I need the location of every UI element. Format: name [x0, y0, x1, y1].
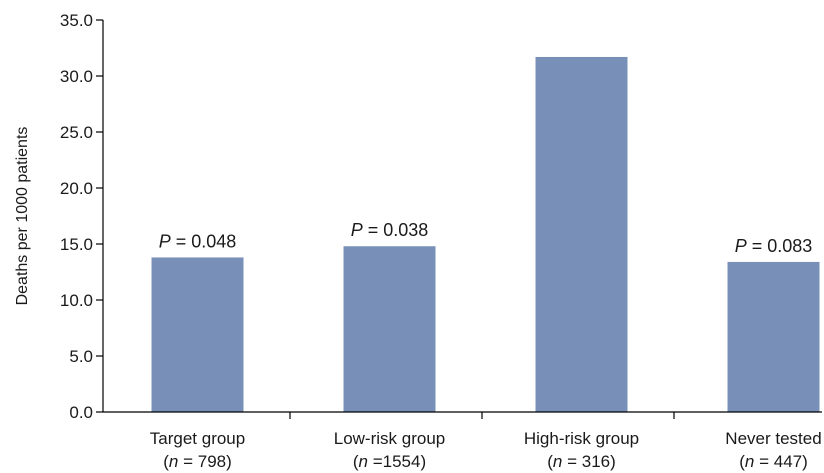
y-tick-label: 20.0 [60, 179, 93, 198]
p-value-variable: P [159, 231, 171, 251]
p-value-label: P = 0.048 [159, 231, 237, 251]
sample-size-value: =1554) [368, 452, 426, 471]
p-value-text: = 0.038 [363, 220, 429, 240]
category-label: Low-risk group [334, 429, 446, 448]
sample-size-variable: n [359, 452, 368, 471]
y-tick-label: 25.0 [60, 123, 93, 142]
x-axis-labels: Target group (n = 798) Low-risk group (n =1… [150, 412, 822, 471]
y-tick-label: 5.0 [69, 347, 93, 366]
sample-size-label: (n = 447) [739, 452, 808, 471]
bar [536, 57, 628, 412]
bar [344, 246, 436, 412]
category-label: High-risk group [524, 429, 639, 448]
y-tick-label: 10.0 [60, 291, 93, 310]
p-value-label: P = 0.038 [351, 220, 429, 240]
sample-size-label: (n =1554) [353, 452, 426, 471]
sample-size-label: (n = 316) [547, 452, 616, 471]
bar [728, 262, 820, 412]
p-value-text: = 0.048 [171, 231, 237, 251]
sample-size-value: = 316) [562, 452, 615, 471]
p-value-variable: P [735, 236, 747, 256]
y-tick-label: 35.0 [60, 11, 93, 30]
p-value-text: = 0.083 [747, 236, 813, 256]
y-tick-label: 30.0 [60, 67, 93, 86]
y-tick-label: 15.0 [60, 235, 93, 254]
bar [152, 257, 244, 412]
sample-size-value: = 447) [754, 452, 807, 471]
category-label: Target group [150, 429, 245, 448]
bars [152, 57, 820, 412]
y-tick-label: 0.0 [69, 403, 93, 422]
sample-size-variable: n [169, 452, 178, 471]
y-axis-ticks: 0.0 5.0 10.0 15.0 20.0 25.0 30.0 35.0 [60, 11, 103, 422]
p-value-label: P = 0.083 [735, 236, 813, 256]
category-label: Never tested [725, 429, 821, 448]
sample-size-value: = 798) [178, 452, 231, 471]
sample-size-label: (n = 798) [163, 452, 232, 471]
sample-size-variable: n [745, 452, 754, 471]
y-axis-title: Deaths per 1000 patients [14, 127, 31, 306]
sample-size-variable: n [553, 452, 562, 471]
p-value-variable: P [351, 220, 363, 240]
